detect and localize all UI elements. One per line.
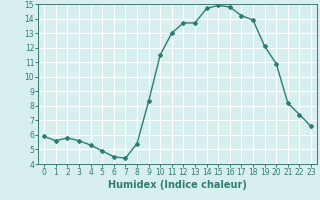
X-axis label: Humidex (Indice chaleur): Humidex (Indice chaleur) (108, 180, 247, 190)
